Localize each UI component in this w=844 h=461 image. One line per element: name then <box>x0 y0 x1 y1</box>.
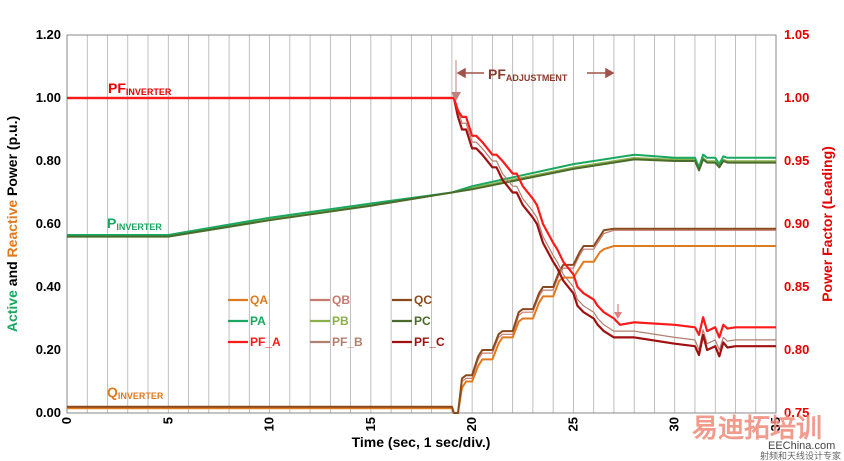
legend-label: PF_A <box>250 335 281 349</box>
legend-label: QA <box>250 293 268 307</box>
arrow-left-head <box>456 67 466 79</box>
series-group <box>67 96 776 414</box>
pf-inverter-main: PF <box>108 80 126 96</box>
pf-adjustment-start-arrowhead <box>451 92 461 101</box>
series-line-pf-b <box>67 97 776 351</box>
legend-label: QB <box>332 293 350 307</box>
x-tick-label: 15 <box>363 417 378 431</box>
arrow-right-head <box>605 67 615 79</box>
q-inverter-sub: INVERTER <box>118 391 164 401</box>
y-left-label-part-rest: Power (p.u.) <box>4 116 20 200</box>
watermark: 易迪拓培训 EEChina.com 射频和天线设计专家 <box>692 414 841 461</box>
y-left-tick-label: 1.00 <box>36 90 61 105</box>
pf-adjustment-annotation: PFADJUSTMENT <box>488 66 568 83</box>
x-tick-label: 10 <box>262 417 277 431</box>
legend-label: PB <box>332 314 349 328</box>
y-right-tick-label: 0.90 <box>784 216 809 231</box>
x-tick-label: 35 <box>768 417 783 431</box>
series-line-pc <box>67 158 776 238</box>
pf-inverter-sub: INVERTER <box>126 87 172 97</box>
watermark-url: EEChina.com <box>768 440 835 452</box>
pf-drop-arrowhead <box>614 312 622 319</box>
y-right-tick-label: 0.75 <box>784 405 809 420</box>
p-inverter-sub: INVERTER <box>116 222 162 232</box>
watermark-cn2: 射频和天线设计专家 <box>760 450 841 461</box>
y-right-tick-label: 0.95 <box>784 153 809 168</box>
y-left-label-part-reactive: Reactive <box>4 200 20 258</box>
q-inverter-annotation: QINVERTER <box>107 384 164 401</box>
x-tick-label: 30 <box>667 417 682 431</box>
watermark-cn: 易迪拓培训 <box>692 414 822 444</box>
pf-adjustment-sub: ADJUSTMENT <box>506 73 568 83</box>
x-tick-label: 20 <box>464 417 479 431</box>
x-axis-label: Time (sec, 1 sec/div.) <box>352 434 491 450</box>
y-left-label-part-active: Active <box>4 290 20 332</box>
series-line-pf-a <box>67 96 776 339</box>
pf-inverter-annotation: PFINVERTER <box>108 80 172 97</box>
grid-lines <box>86 35 757 413</box>
p-inverter-main: P <box>107 215 116 231</box>
y-right-tick-label: 0.80 <box>784 342 809 357</box>
legend-label: PC <box>414 314 431 328</box>
legend-label: QC <box>414 293 432 307</box>
p-inverter-annotation: PINVERTER <box>107 215 162 232</box>
y-left-tick-label: 0.60 <box>36 216 61 231</box>
legend: QA QB QC PA PB PC PF_A PF_B PF_C <box>228 293 445 349</box>
y-left-tick-label: 0.40 <box>36 279 61 294</box>
y-right-tick-label: 0.85 <box>784 279 809 294</box>
legend-label: PA <box>250 314 266 328</box>
y-left-tick-label: 1.20 <box>36 27 61 42</box>
pf-adjustment-arrows <box>451 60 622 319</box>
legend-label: PF_C <box>414 335 445 349</box>
series-line-qc <box>67 227 776 414</box>
y-left-tick-label: 0.20 <box>36 342 61 357</box>
x-tick-label: 5 <box>160 417 175 424</box>
series-line-qa <box>67 245 776 414</box>
y-right-tick-label: 1.05 <box>784 27 809 42</box>
y-axis-right-label: Power Factor (Leading) <box>819 146 835 302</box>
series-line-qb <box>67 229 776 414</box>
q-inverter-main: Q <box>107 384 118 400</box>
series-line-pf-c <box>67 96 776 358</box>
legend-label: PF_B <box>332 335 363 349</box>
plot-frame <box>66 34 777 414</box>
y-axis-left-label: Active and Reactive Power (p.u.) <box>4 116 20 332</box>
x-tick-label: 0 <box>59 417 74 424</box>
pf-adjustment-main: PF <box>488 66 506 82</box>
y-left-tick-label: 0.80 <box>36 153 61 168</box>
x-tick-label: 25 <box>565 417 580 431</box>
tick-labels: 0 5 10 15 20 25 30 35 0.00 0.20 0.40 0.60 0.80 1.00 1.… <box>36 27 810 431</box>
series-line-pa <box>67 153 776 236</box>
y-right-tick-label: 1.00 <box>784 90 809 105</box>
y-left-tick-label: 0.00 <box>36 405 61 420</box>
y-left-label-part-and: and <box>4 257 20 290</box>
